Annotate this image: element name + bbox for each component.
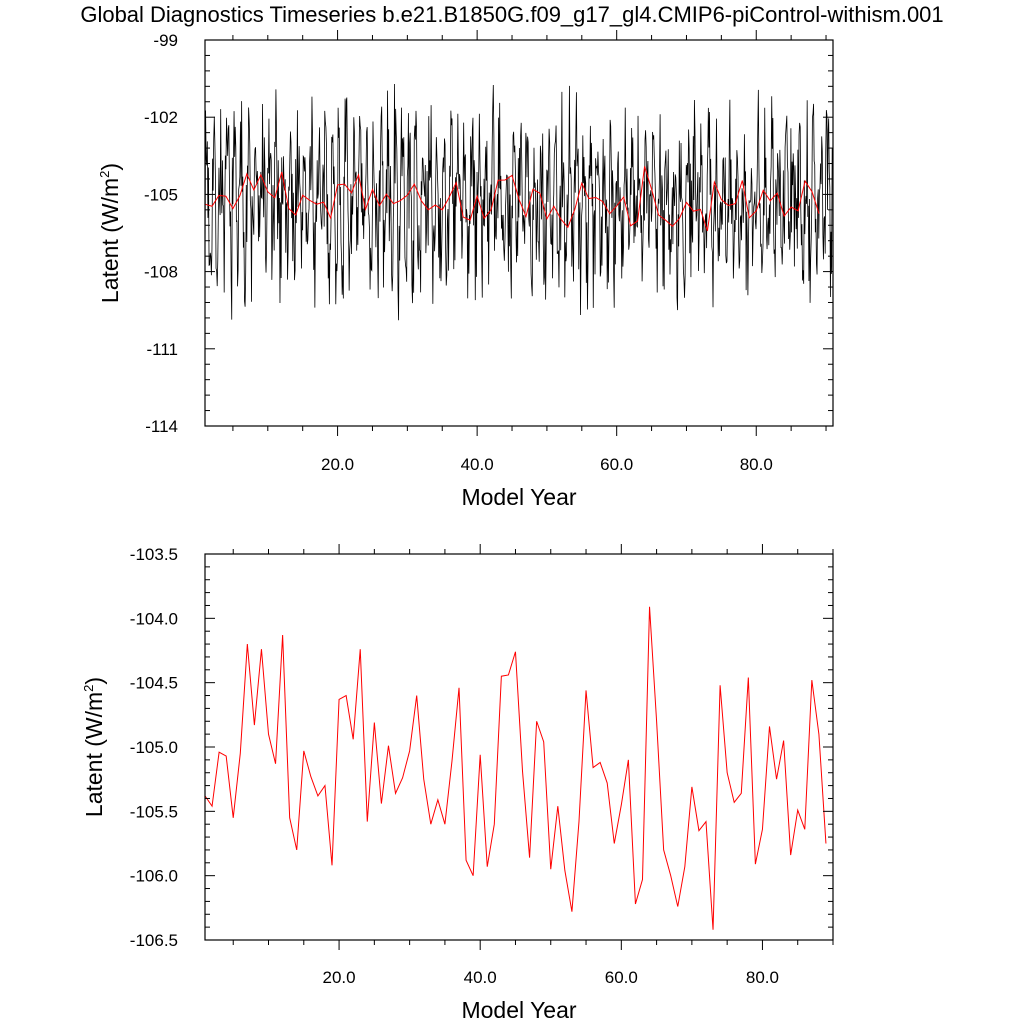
- y-tick-label: -111: [146, 340, 178, 359]
- x-tick-label: 20.0: [321, 455, 354, 474]
- y-axis-label-text: Latent (W/m: [97, 178, 123, 303]
- plot-frame: [204, 553, 834, 941]
- x-tick-label: 80.0: [740, 455, 773, 474]
- y-tick-label: -104.0: [130, 609, 178, 628]
- y-tick-label: -104.5: [130, 674, 178, 693]
- figure-title: Global Diagnostics Timeseries b.e21.B185…: [80, 2, 944, 27]
- y-tick-label: -106.5: [130, 931, 178, 950]
- x-tick-label: 40.0: [461, 455, 494, 474]
- y-axis-label: Latent (W/m2): [97, 163, 123, 303]
- y-tick-label: -103.5: [130, 545, 178, 564]
- y-tick-label: -108: [144, 263, 178, 282]
- x-axis-label: Model Year: [461, 997, 576, 1023]
- y-axis-label-close: ): [81, 677, 107, 685]
- y-tick-label: -102: [144, 108, 178, 127]
- x-tick-label: 40.0: [464, 968, 497, 987]
- panel-top: -114 -111 -108 -105 -102 -99 20.0 40.0 60.0 80.0 M…: [97, 30, 834, 510]
- y-axis-label-sup: 2: [97, 171, 112, 178]
- y-tick-label: -114: [145, 417, 178, 436]
- series-line-annual: [204, 166, 820, 232]
- y-axis-label: Latent (W/m2): [81, 677, 107, 817]
- y-axis-label-close: ): [97, 163, 123, 171]
- x-tick-label: 60.0: [600, 455, 633, 474]
- plot-frame: [204, 39, 834, 427]
- y-tick-label: -105: [144, 185, 178, 204]
- series-line-annual: [204, 606, 827, 930]
- x-tick-label: 80.0: [746, 968, 779, 987]
- x-axis-label: Model Year: [461, 484, 576, 510]
- x-tick-label: 20.0: [323, 968, 356, 987]
- panel-bottom: -106.5 -106.0 -105.5 -105.0 -104.5 -104.0 -103…: [81, 544, 834, 1023]
- x-tick-label: 60.0: [605, 968, 638, 987]
- series-line-monthly: [204, 83, 833, 321]
- y-tick-label: -106.0: [130, 867, 178, 886]
- y-axis-label-text: Latent (W/m: [81, 692, 107, 817]
- y-tick-label: -105.0: [130, 738, 178, 757]
- y-tick-label: -105.5: [130, 802, 178, 821]
- y-axis-label-sup: 2: [81, 685, 96, 692]
- y-tick-label: -99: [153, 31, 178, 50]
